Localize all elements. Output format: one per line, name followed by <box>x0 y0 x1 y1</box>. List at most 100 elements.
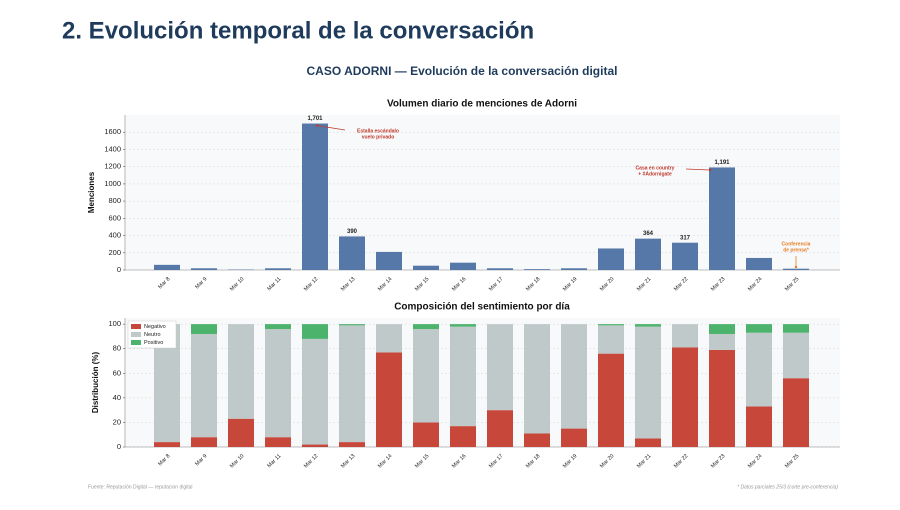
y-tick-label: 20 <box>113 417 121 426</box>
bar-segment <box>746 333 772 407</box>
bar <box>672 243 698 270</box>
y-tick-label: 400 <box>108 231 121 240</box>
bar-segment <box>413 324 439 329</box>
y-tick-label: 200 <box>108 248 121 257</box>
bar <box>635 239 661 270</box>
annotation-text: de prensa* <box>783 247 809 253</box>
bar-segment <box>228 324 254 419</box>
annotation-text: + #Adornigate <box>638 171 672 177</box>
bar <box>783 269 809 270</box>
bar-segment <box>265 324 291 329</box>
bar-segment <box>154 442 180 447</box>
bar-segment <box>783 378 809 447</box>
chart-title: Composición del sentimiento por día <box>394 302 570 313</box>
bar <box>413 266 439 270</box>
legend-label: Positivo <box>144 340 163 346</box>
bar-segment <box>672 347 698 447</box>
bar <box>302 124 328 270</box>
y-tick-label: 1400 <box>104 144 121 153</box>
bar-segment <box>709 334 735 350</box>
bar <box>154 265 180 270</box>
bar-segment <box>709 350 735 447</box>
y-tick-label: 0 <box>117 265 121 274</box>
y-tick-label: 1000 <box>104 179 121 188</box>
y-tick-label: 0 <box>117 442 121 451</box>
bar-segment <box>598 325 624 353</box>
bar <box>339 236 365 270</box>
subtitle: CASO ADORNI — Evolución de la conversaci… <box>307 64 618 78</box>
bar <box>191 268 217 270</box>
value-label: 1,191 <box>714 160 730 166</box>
y-tick-label: 100 <box>108 319 121 328</box>
bar-segment <box>783 324 809 333</box>
y-tick-label: 1600 <box>104 127 121 136</box>
bar <box>376 252 402 270</box>
bar-segment <box>635 324 661 326</box>
y-tick-label: 60 <box>113 368 121 377</box>
bar-segment <box>413 422 439 447</box>
annotation-arrowhead <box>795 266 797 268</box>
bar-segment <box>524 324 550 433</box>
legend-swatch <box>131 340 141 345</box>
y-tick-label: 40 <box>113 393 121 402</box>
bar-segment <box>302 445 328 447</box>
bar-segment <box>302 324 328 339</box>
bar-segment <box>191 324 217 334</box>
value-label: 364 <box>643 231 654 237</box>
bar <box>598 248 624 270</box>
bar-segment <box>635 327 661 439</box>
bar-segment <box>413 329 439 422</box>
bar-segment <box>265 437 291 447</box>
y-axis-label: Distribución (%) <box>91 352 100 414</box>
legend-swatch <box>131 324 141 329</box>
bar-segment <box>228 419 254 447</box>
slide-title: 2. Evolución temporal de la conversación <box>62 17 534 44</box>
y-tick-label: 1200 <box>104 162 121 171</box>
bar-segment <box>561 324 587 428</box>
bar-segment <box>339 442 365 447</box>
annotation-text: vuelo privado <box>362 134 395 140</box>
bar <box>709 167 735 270</box>
bar <box>746 258 772 270</box>
value-label: 1,701 <box>307 116 323 122</box>
bar-segment <box>376 352 402 447</box>
bar-segment <box>635 438 661 447</box>
bar-segment <box>265 329 291 437</box>
annotation-arrowhead <box>709 169 711 171</box>
bar-segment <box>191 437 217 447</box>
y-tick-label: 800 <box>108 196 121 205</box>
bar-segment <box>191 334 217 437</box>
legend-swatch <box>131 332 141 337</box>
annotation-arrowhead <box>316 124 318 126</box>
bar-segment <box>598 354 624 447</box>
bar <box>265 268 291 270</box>
bar-segment <box>709 324 735 334</box>
bar-segment <box>339 325 365 442</box>
legend-label: Neutro <box>144 332 161 338</box>
y-axis-label: Menciones <box>87 171 96 213</box>
bar <box>524 269 550 270</box>
value-label: 317 <box>680 235 691 241</box>
bar <box>561 268 587 270</box>
bar <box>450 263 476 270</box>
bar-segment <box>450 426 476 447</box>
bar-segment <box>524 433 550 447</box>
chart-title: Volumen diario de menciones de Adorni <box>387 99 577 110</box>
value-label: 390 <box>347 229 358 235</box>
bar-segment <box>561 429 587 447</box>
bar-segment <box>598 324 624 325</box>
bar-segment <box>487 324 513 410</box>
bar <box>487 268 513 270</box>
bar-segment <box>450 324 476 326</box>
footnote: * Datos parciales 25/3 (corte pre-confer… <box>737 484 838 490</box>
bar-segment <box>746 324 772 333</box>
bar-segment <box>302 339 328 445</box>
source-note: Fuente: Reputación Digital — reputacion … <box>88 484 193 490</box>
bar-segment <box>339 324 365 325</box>
bar-segment <box>487 410 513 447</box>
bar-segment <box>783 333 809 378</box>
y-tick-label: 80 <box>113 344 121 353</box>
legend-label: Negativo <box>144 324 166 330</box>
bar-segment <box>672 324 698 347</box>
